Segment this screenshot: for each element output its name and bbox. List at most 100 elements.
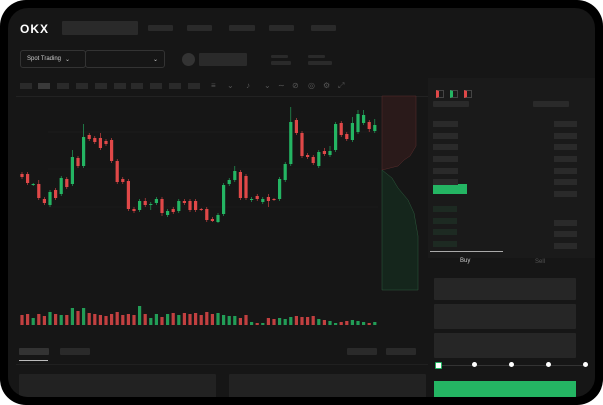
candle <box>227 180 231 184</box>
indicator-icon[interactable]: ♪ <box>246 81 250 90</box>
interval-button[interactable] <box>57 83 69 89</box>
buy-button[interactable] <box>434 381 576 397</box>
camera-icon[interactable]: ◎ <box>308 81 315 90</box>
okx-logo[interactable]: OKX <box>20 22 50 36</box>
slider-step[interactable] <box>472 362 477 367</box>
volume-bar <box>87 313 91 325</box>
tab-order-history[interactable] <box>60 348 90 355</box>
last-price <box>433 184 467 194</box>
slider-step[interactable] <box>509 362 514 367</box>
volume-bar <box>250 322 254 325</box>
candle <box>266 197 270 201</box>
candle <box>328 151 332 155</box>
candle <box>188 201 192 210</box>
interval-button[interactable] <box>169 83 181 89</box>
bids-only-icon[interactable] <box>450 90 458 98</box>
asks-only-icon[interactable] <box>464 90 472 98</box>
fullscreen-icon[interactable]: ⤢ <box>338 81 345 90</box>
candle <box>177 201 181 211</box>
bid-amount <box>554 220 577 226</box>
volume-bar <box>37 314 41 325</box>
candle <box>244 176 248 198</box>
volume-bar <box>171 313 175 325</box>
candlestick-chart[interactable] <box>8 8 595 397</box>
filter-button[interactable] <box>386 348 416 355</box>
amount-input[interactable] <box>434 304 576 329</box>
both-sides-icon[interactable] <box>436 90 444 98</box>
interval-button[interactable] <box>38 83 50 89</box>
line-style-icon[interactable]: ≡ <box>211 81 216 90</box>
nav-item[interactable] <box>311 25 336 31</box>
volume-bar <box>143 314 147 325</box>
candle <box>98 138 102 148</box>
candle <box>160 199 164 213</box>
nav-item[interactable] <box>187 25 212 31</box>
candle <box>54 190 58 198</box>
volume-bar <box>322 320 326 325</box>
volume-bar <box>98 315 102 325</box>
tab-sell[interactable]: Sell <box>535 259 546 265</box>
volume-bar <box>311 316 315 325</box>
wave-icon[interactable]: ∼ <box>278 81 285 90</box>
filter-button[interactable] <box>347 348 377 355</box>
ask-amount <box>554 121 577 127</box>
volume-bar <box>300 317 304 325</box>
volume-bar <box>306 317 310 325</box>
volume-bar <box>356 321 360 325</box>
total-input[interactable] <box>434 333 576 358</box>
candle <box>350 123 354 140</box>
chevron-down-icon[interactable]: ⌄ <box>227 81 234 90</box>
volume-bar <box>194 313 198 325</box>
ask-amount <box>554 168 577 174</box>
search-placeholder[interactable] <box>62 21 138 35</box>
ask-price <box>433 121 458 127</box>
candle <box>93 138 97 142</box>
volume-bar <box>160 317 164 325</box>
volume-bar <box>166 314 170 325</box>
volume-bar <box>272 319 276 325</box>
volume-bar <box>20 315 24 325</box>
chevron-down-icon[interactable]: ⌄ <box>264 81 271 90</box>
volume-bar <box>205 312 209 325</box>
candle <box>289 122 293 164</box>
slider-step[interactable] <box>583 362 588 367</box>
bid-amount <box>554 243 577 249</box>
slider-step[interactable] <box>435 362 442 369</box>
nav-item[interactable] <box>269 25 294 31</box>
candle <box>121 179 125 182</box>
ruler-icon[interactable]: ⊘ <box>292 81 299 90</box>
volume-bar <box>244 315 248 325</box>
candle <box>261 199 265 202</box>
volume-bar <box>373 322 377 325</box>
bid-price <box>433 229 457 235</box>
assets-card <box>19 374 216 397</box>
interval-button[interactable] <box>188 83 200 89</box>
interval-button[interactable] <box>95 83 107 89</box>
nav-item[interactable] <box>148 25 173 31</box>
ask-amount <box>554 156 577 162</box>
candle <box>345 134 349 139</box>
interval-button[interactable] <box>131 83 143 89</box>
interval-button[interactable] <box>76 83 88 89</box>
tab-buy[interactable]: Buy <box>460 258 471 264</box>
tab-open-orders[interactable] <box>19 348 49 355</box>
volume-bar <box>42 316 46 325</box>
settings-icon[interactable]: ⚙ <box>323 81 331 90</box>
pair-selector[interactable]: ⌄ <box>85 50 165 68</box>
interval-button[interactable] <box>114 83 126 89</box>
ask-amount <box>554 179 577 185</box>
candle <box>205 209 209 220</box>
volume-bar <box>149 318 153 325</box>
amount-slider[interactable] <box>440 365 588 366</box>
interval-button[interactable] <box>150 83 162 89</box>
assets-card <box>229 374 426 397</box>
volume-bar <box>110 314 114 325</box>
slider-step[interactable] <box>546 362 551 367</box>
buy-tab-underline <box>430 251 503 252</box>
price-input[interactable] <box>434 278 576 300</box>
candle <box>317 152 321 166</box>
candle <box>306 155 310 157</box>
interval-button[interactable] <box>20 83 32 89</box>
candle <box>82 137 86 166</box>
nav-item[interactable] <box>229 25 255 31</box>
